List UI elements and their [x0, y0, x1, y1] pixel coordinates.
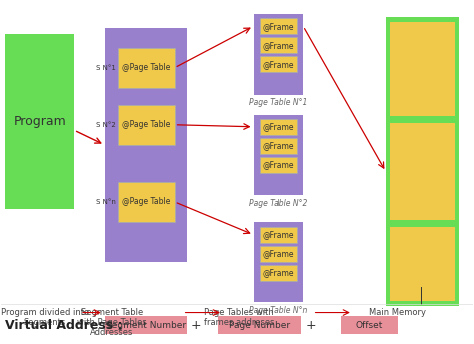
FancyBboxPatch shape: [260, 227, 297, 243]
Text: Page Number: Page Number: [229, 321, 290, 330]
FancyBboxPatch shape: [386, 18, 459, 306]
Text: S N°2: S N°2: [96, 122, 116, 128]
FancyBboxPatch shape: [390, 22, 456, 116]
FancyBboxPatch shape: [260, 138, 297, 154]
FancyBboxPatch shape: [254, 14, 303, 95]
FancyBboxPatch shape: [260, 56, 297, 73]
Text: Page Tables with
frames addreses: Page Tables with frames addreses: [204, 308, 274, 327]
FancyBboxPatch shape: [260, 265, 297, 281]
FancyBboxPatch shape: [105, 316, 187, 334]
FancyBboxPatch shape: [260, 246, 297, 262]
Text: Virtual Address :: Virtual Address :: [5, 320, 123, 332]
FancyBboxPatch shape: [260, 119, 297, 135]
Text: @Frame: @Frame: [263, 161, 294, 170]
FancyBboxPatch shape: [105, 28, 187, 262]
Text: @Frame: @Frame: [263, 249, 294, 258]
FancyBboxPatch shape: [118, 182, 174, 222]
Text: +: +: [306, 319, 317, 332]
FancyBboxPatch shape: [260, 157, 297, 173]
Text: Page Table N°1: Page Table N°1: [249, 98, 308, 107]
Text: @Frame: @Frame: [263, 60, 294, 69]
Text: @Frame: @Frame: [263, 268, 294, 278]
Text: @Frame: @Frame: [263, 141, 294, 150]
FancyBboxPatch shape: [260, 37, 297, 53]
Text: @Frame: @Frame: [263, 230, 294, 239]
Text: Page Table N°n: Page Table N°n: [249, 306, 308, 315]
Text: @Frame: @Frame: [263, 22, 294, 31]
Text: @Page Table: @Page Table: [122, 120, 171, 129]
FancyBboxPatch shape: [118, 47, 174, 88]
Text: Offset: Offset: [356, 321, 383, 330]
FancyBboxPatch shape: [390, 123, 456, 221]
FancyBboxPatch shape: [218, 316, 301, 334]
Text: @Frame: @Frame: [263, 122, 294, 131]
FancyBboxPatch shape: [260, 18, 297, 34]
Text: Program divided into
Segments: Program divided into Segments: [0, 308, 89, 327]
FancyBboxPatch shape: [341, 316, 398, 334]
Text: S N°n: S N°n: [96, 199, 116, 205]
FancyBboxPatch shape: [118, 105, 174, 145]
FancyBboxPatch shape: [254, 222, 303, 302]
Text: Segment Number: Segment Number: [106, 321, 186, 330]
Text: @Frame: @Frame: [263, 41, 294, 50]
Text: Segment Table
with Page Tables
Addresses: Segment Table with Page Tables Addresses: [77, 308, 146, 337]
FancyBboxPatch shape: [5, 34, 74, 208]
Text: Program: Program: [13, 115, 66, 128]
FancyBboxPatch shape: [254, 115, 303, 195]
FancyBboxPatch shape: [390, 227, 456, 301]
Text: S N°1: S N°1: [96, 65, 116, 71]
Text: Page Table N°2: Page Table N°2: [249, 198, 308, 207]
Text: @Page Table: @Page Table: [122, 63, 171, 72]
Text: Main Memory: Main Memory: [369, 308, 426, 316]
Text: +: +: [191, 319, 201, 332]
Text: @Page Table: @Page Table: [122, 197, 171, 206]
